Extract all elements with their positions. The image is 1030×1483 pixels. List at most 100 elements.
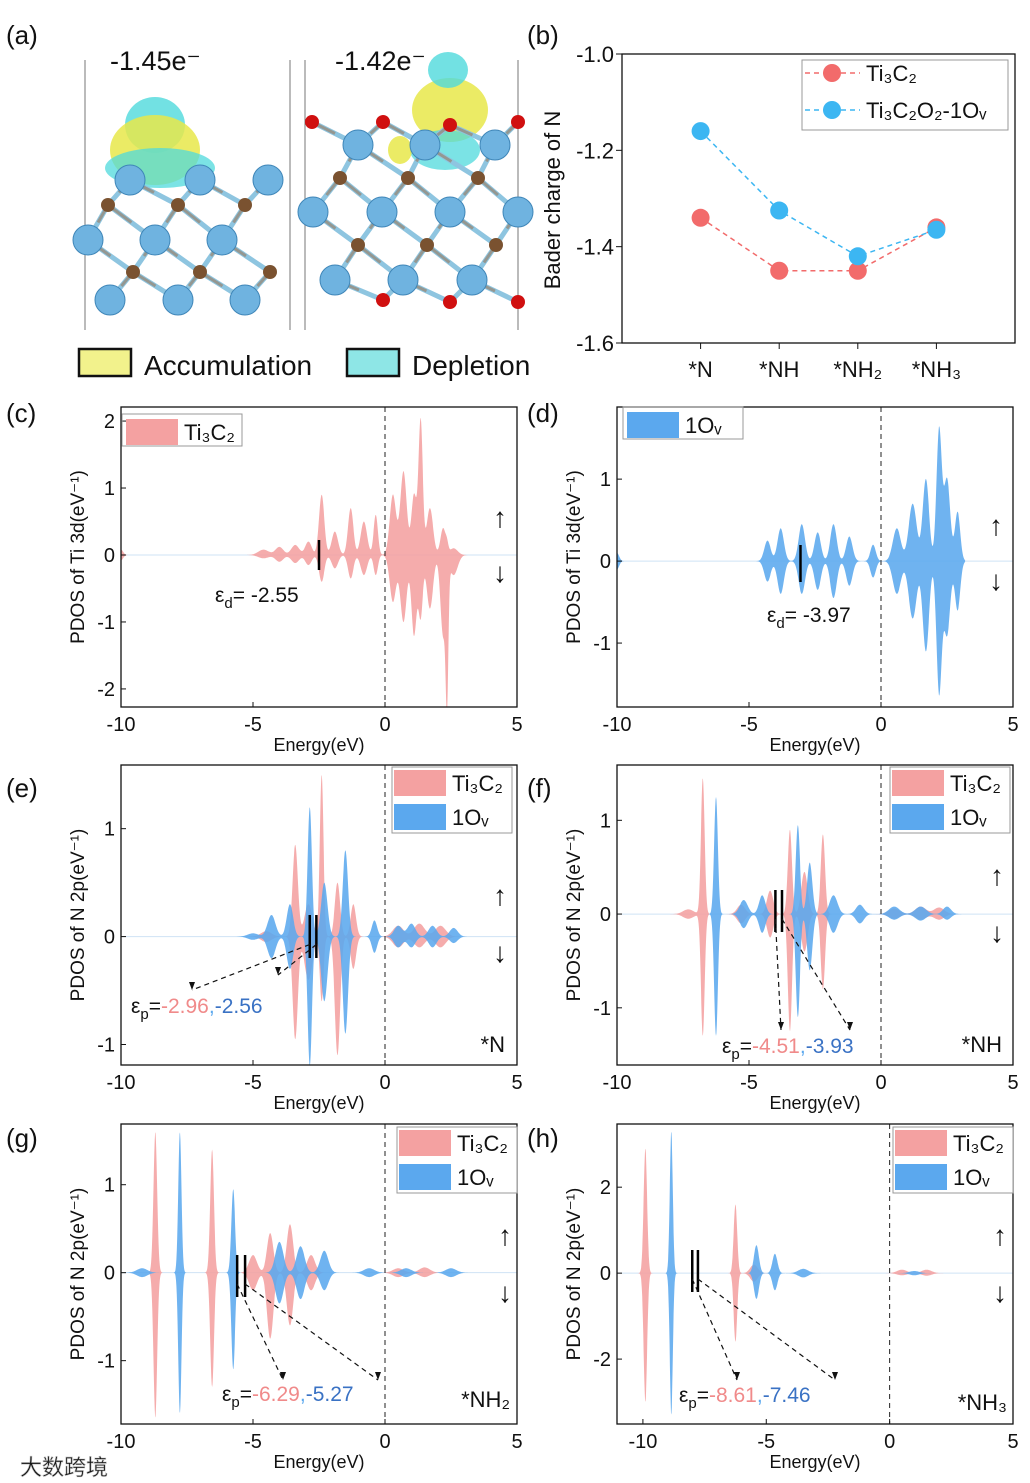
plot-frame — [120, 764, 518, 1066]
c-atom — [420, 238, 434, 252]
legend-label: Ti₃C₂ — [950, 771, 1001, 796]
adsorbate-label: *NH₂ — [461, 1387, 510, 1412]
ti-atom — [502, 196, 534, 228]
ti-atom — [139, 224, 171, 256]
depletion-label: Depletion — [412, 350, 530, 381]
band-center-value: -2.56 — [215, 995, 263, 1018]
y-axis-label: PDOS of N 2p(eV⁻¹) — [564, 1188, 585, 1361]
adsorbate-label: *NH₃ — [958, 1390, 1007, 1415]
y-tick-label: -1 — [593, 998, 611, 1020]
x-tick-label: 5 — [511, 1072, 522, 1094]
dashed-arrow — [191, 943, 310, 991]
plot-frame — [616, 764, 1014, 1066]
band-center-label: εd= -2.55 — [215, 584, 299, 612]
panel-label-f: (f) — [527, 773, 552, 803]
ti-atom — [434, 196, 466, 228]
pdos-area — [617, 1131, 969, 1415]
ti-atom — [72, 224, 104, 256]
panel-label-b: (b) — [527, 20, 559, 50]
y-tick-label: 1 — [104, 819, 115, 841]
plot-frame — [616, 406, 1014, 708]
x-tick-label: 0 — [875, 714, 886, 736]
y-axis-label: PDOS of N 2p(eV⁻¹) — [564, 829, 585, 1002]
epsilon-subscript: p — [231, 1394, 239, 1411]
epsilon-subscript: d — [224, 595, 232, 612]
panel-label-c: (c) — [6, 398, 36, 428]
x-tick-label: 5 — [1007, 714, 1018, 736]
adsorbate-label: *N — [481, 1032, 505, 1057]
equals-sign: = — [740, 1035, 752, 1058]
spin-down-arrow-icon: ↓ — [989, 565, 1003, 596]
y-tick-label: -1 — [593, 633, 611, 655]
separator: , — [300, 1383, 306, 1406]
legend-label: 1Oᵥ — [953, 1165, 990, 1190]
x-tick-label: 0 — [379, 1072, 390, 1094]
ti-atom — [409, 129, 441, 161]
separator: , — [800, 1035, 806, 1058]
y-tick-label: -2 — [97, 679, 115, 701]
dashed-arrow — [277, 944, 317, 976]
dashed-arrow — [774, 918, 782, 1031]
c-atom — [401, 171, 415, 185]
band-center-value: -6.29 — [252, 1383, 300, 1406]
x-tick-label: -5 — [740, 1072, 758, 1094]
arrow-head-icon — [189, 982, 195, 990]
x-tick-label: 0 — [379, 1431, 390, 1453]
y-tick-label: -2 — [593, 1349, 611, 1371]
band-center-value: -2.96 — [161, 995, 209, 1018]
band-center-label: εp=-8.61,-7.46 — [679, 1384, 811, 1412]
y-tick-label: 1 — [104, 478, 115, 500]
spin-down-arrow-icon: ↓ — [493, 937, 507, 968]
x-tick-label: -10 — [628, 1431, 657, 1453]
x-tick-label: -10 — [107, 1431, 136, 1453]
accumulation-isosurface — [412, 78, 488, 142]
equals-sign: = — [785, 604, 803, 627]
c-atom — [471, 171, 485, 185]
legend-label: 1Oᵥ — [452, 805, 489, 830]
band-center-value: -5.27 — [306, 1383, 354, 1406]
data-point — [770, 261, 789, 280]
x-tick-label: 5 — [511, 714, 522, 736]
panel-a: (a) -1.45e⁻ -1.42e⁻ Accumulation Depletion — [6, 20, 534, 381]
spin-down-arrow-icon: ↓ — [990, 917, 1004, 948]
y-tick-label: 1 — [104, 1175, 115, 1197]
band-center-label: εp=-6.29,-5.27 — [222, 1383, 354, 1411]
panel-label-h: (h) — [527, 1123, 559, 1153]
data-point — [691, 122, 710, 141]
ti-atom — [456, 264, 488, 296]
ti-atom — [162, 284, 194, 316]
panel-label-e: (e) — [6, 773, 38, 803]
band-center-value: -2.55 — [251, 584, 299, 607]
accumulation-label: Accumulation — [144, 350, 312, 381]
legend-label: 1Oᵥ — [685, 413, 722, 438]
bader-charge-left: -1.45e⁻ — [110, 46, 201, 76]
ti-atom — [297, 196, 329, 228]
depletion-swatch — [345, 347, 401, 378]
arrow-head-icon — [847, 1022, 853, 1030]
pdos-area — [121, 1132, 470, 1413]
x-tick-label: *NH₃ — [912, 357, 961, 382]
c-atom — [126, 265, 140, 279]
y-axis-label: PDOS of N 2p(eV⁻¹) — [68, 829, 89, 1002]
y-tick-label: -1.2 — [576, 138, 614, 163]
o-atom — [305, 115, 319, 129]
y-tick-label: -1.0 — [576, 42, 614, 67]
bader-charge-right: -1.42e⁻ — [335, 46, 426, 76]
ti-atom — [206, 224, 238, 256]
pdos-area — [121, 418, 470, 707]
spin-up-arrow-icon: ↑ — [993, 1220, 1007, 1251]
x-tick-label: 5 — [1007, 1072, 1018, 1094]
equals-sign: = — [233, 584, 251, 607]
c-atom — [101, 198, 115, 212]
x-axis-label: Energy(eV) — [273, 1093, 364, 1113]
equals-sign: = — [240, 1383, 252, 1406]
x-tick-label: *NH₂ — [833, 357, 882, 382]
band-center-label: εd= -3.97 — [767, 604, 851, 632]
band-center-value: -8.61 — [709, 1384, 757, 1407]
y-tick-label: 1 — [600, 469, 611, 491]
legend-label: Ti₃C₂O₂-1Oᵥ — [866, 98, 987, 123]
epsilon-symbol: ε — [679, 1384, 688, 1407]
arrow-head-icon — [280, 1372, 286, 1380]
